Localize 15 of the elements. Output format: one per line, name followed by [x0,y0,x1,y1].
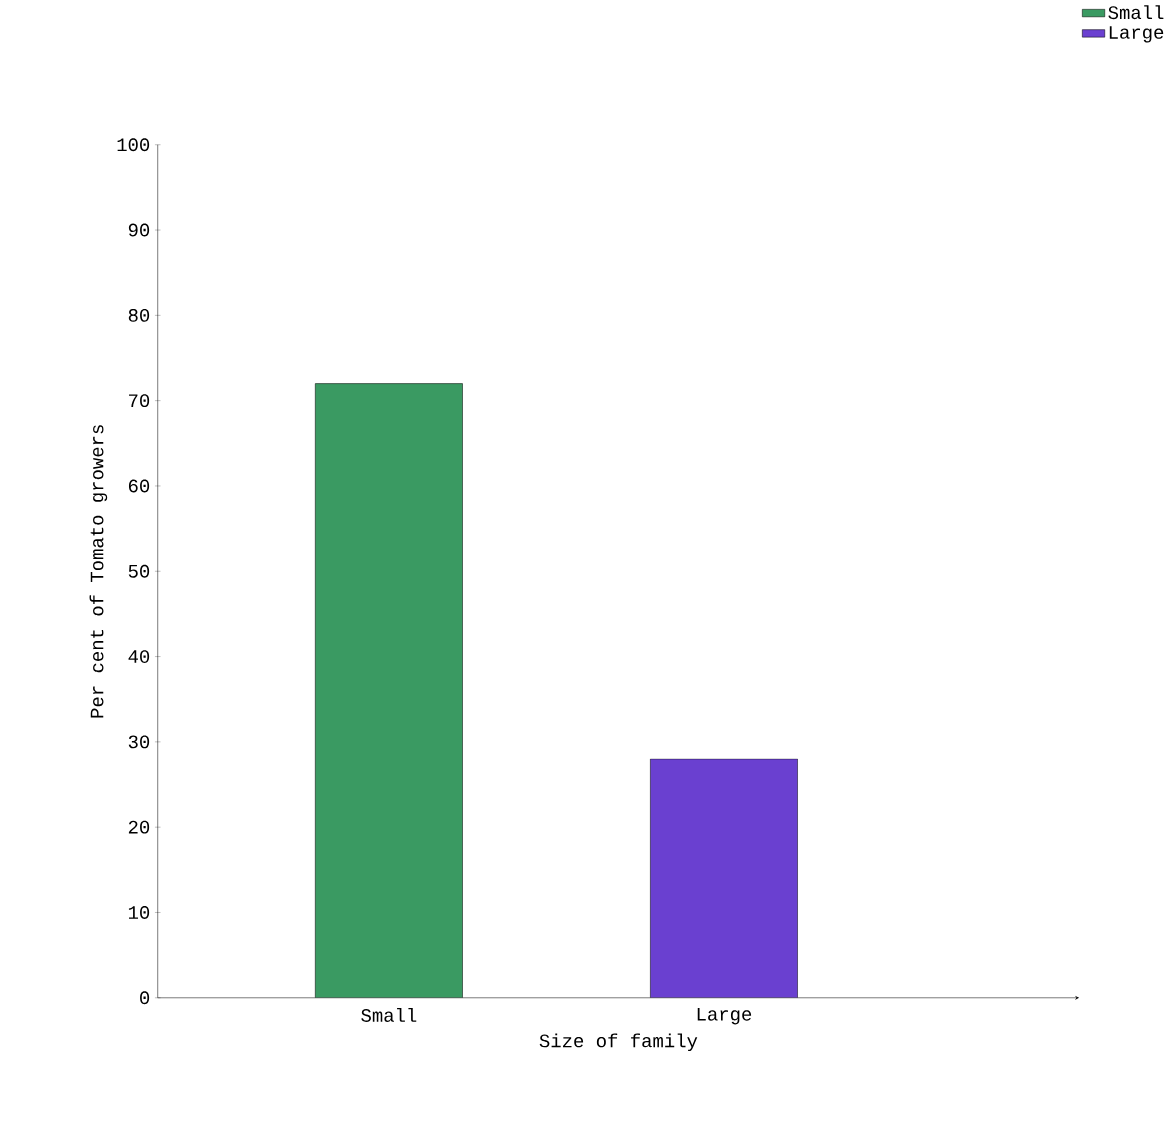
y-tick-label: 30 [128,735,150,749]
y-tick-label: 0 [140,991,150,1005]
x-axis-title: Size of family [539,1033,698,1052]
y-tick-label: 60 [128,479,150,493]
y-tick-label: 40 [128,650,150,664]
y-tick-label: 80 [128,309,150,322]
y-tick-label: 70 [129,394,150,408]
y-tick-label: 90 [128,223,150,237]
legend-label: Small [1108,5,1164,20]
y-axis-title: Per cent of Tomato growers [89,425,108,718]
y-tick-label: 20 [128,820,150,834]
y-tick-label: 10 [128,906,150,920]
legend-label: Large [1109,26,1164,43]
y-tick-label: 50 [128,564,150,578]
y-tick-label: 100 [117,138,150,152]
